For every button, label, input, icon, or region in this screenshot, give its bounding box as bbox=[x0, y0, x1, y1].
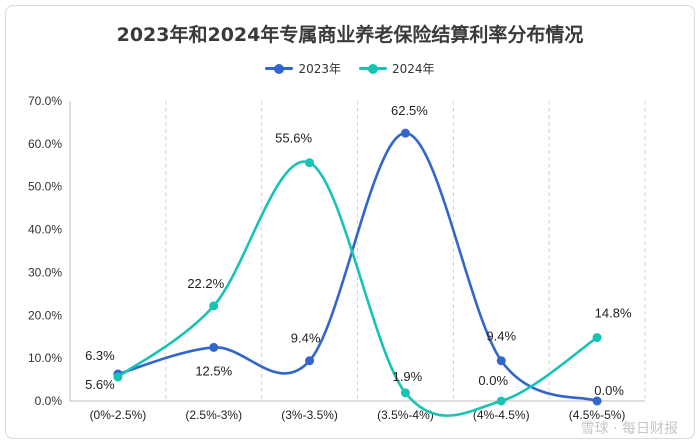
legend-swatch-2024 bbox=[359, 63, 387, 74]
data-label: 9.4% bbox=[291, 331, 321, 346]
legend-item-2023[interactable]: 2023年 bbox=[265, 60, 341, 77]
data-label: 6.3% bbox=[85, 348, 115, 363]
data-point bbox=[592, 333, 602, 343]
x-tick-label: (3.5%-4%) bbox=[377, 408, 434, 422]
data-point bbox=[305, 356, 315, 366]
data-label: 5.6% bbox=[85, 377, 115, 392]
y-tick-label: 60.0% bbox=[28, 137, 62, 151]
data-point bbox=[400, 388, 410, 398]
data-point bbox=[113, 372, 123, 382]
data-label: 14.8% bbox=[595, 306, 632, 321]
y-tick-label: 40.0% bbox=[28, 223, 62, 237]
y-tick-label: 0.0% bbox=[35, 394, 63, 408]
chart-frame bbox=[5, 5, 695, 439]
legend-swatch-2023 bbox=[265, 63, 294, 74]
data-label: 22.2% bbox=[187, 276, 224, 291]
data-label: 9.4% bbox=[486, 329, 516, 344]
chart-title: 2023年和2024年专属商业养老保险结算利率分布情况 bbox=[116, 24, 584, 46]
data-label: 12.5% bbox=[195, 363, 232, 378]
y-tick-label: 70.0% bbox=[28, 94, 62, 108]
data-point bbox=[496, 356, 506, 366]
data-point bbox=[496, 396, 506, 406]
x-tick-label: (4.5%-5%) bbox=[569, 408, 626, 422]
data-point bbox=[305, 158, 315, 168]
x-tick-label: (2.5%-3%) bbox=[185, 408, 242, 422]
data-label: 0.0% bbox=[594, 383, 624, 398]
x-tick-label: (4%-4.5%) bbox=[473, 408, 530, 422]
y-tick-label: 10.0% bbox=[28, 351, 62, 365]
legend-label-2023: 2023年 bbox=[298, 62, 341, 76]
data-label: 1.9% bbox=[393, 369, 423, 384]
y-tick-label: 50.0% bbox=[28, 180, 62, 194]
y-tick-label: 30.0% bbox=[28, 265, 62, 279]
chart-legend: 2023年 2024年 bbox=[0, 60, 700, 77]
data-point bbox=[592, 396, 602, 406]
y-tick-label: 20.0% bbox=[28, 308, 62, 322]
data-label: 62.5% bbox=[391, 103, 428, 118]
watermark: 雪球 · 每日财报 bbox=[580, 421, 678, 437]
x-tick-label: (0%-2.5%) bbox=[90, 408, 147, 422]
legend-label-2024: 2024年 bbox=[392, 62, 435, 76]
data-point bbox=[400, 128, 410, 138]
data-label: 55.6% bbox=[275, 131, 312, 146]
data-label: 0.0% bbox=[478, 373, 508, 388]
data-point bbox=[209, 301, 219, 311]
legend-item-2024[interactable]: 2024年 bbox=[359, 60, 435, 77]
x-tick-label: (3%-3.5%) bbox=[281, 408, 338, 422]
data-point bbox=[209, 342, 219, 352]
